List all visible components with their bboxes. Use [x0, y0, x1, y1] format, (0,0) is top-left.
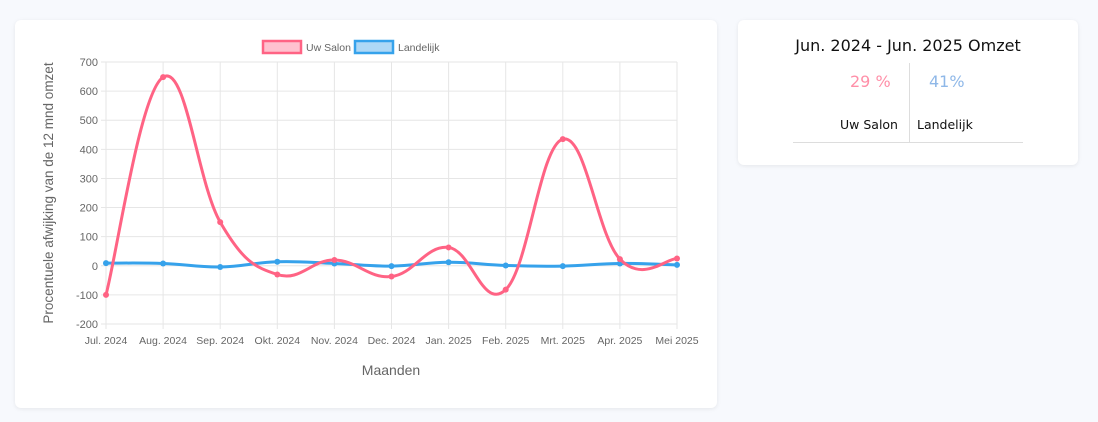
legend-label: Landelijk — [398, 42, 440, 54]
x-tick-label: Okt. 2024 — [255, 335, 301, 347]
summary-title: Jun. 2024 - Jun. 2025 Omzet — [795, 36, 1021, 55]
data-point — [445, 259, 452, 266]
y-tick-label: 300 — [80, 173, 98, 185]
data-point — [103, 260, 109, 267]
line-chart: -200 -100 0 100 200 300 400 500 600 700 Jul. 2024 A… — [41, 39, 699, 378]
x-axis-title: Maanden — [362, 362, 420, 378]
y-tick-label: 200 — [80, 203, 98, 215]
data-point — [559, 136, 566, 143]
x-tick-label: Mrt. 2025 — [541, 335, 586, 347]
national-percentage: 41% — [929, 72, 965, 91]
y-tick-label: -200 — [76, 319, 98, 331]
x-tick-label: Jul. 2024 — [85, 335, 128, 347]
data-point — [103, 291, 109, 298]
y-tick-label: 600 — [80, 86, 98, 98]
salon-percentage: 29 % — [850, 72, 891, 91]
data-point — [160, 260, 167, 267]
x-tick-label: Sep. 2024 — [196, 335, 244, 347]
x-tick-label: Nov. 2024 — [311, 335, 358, 347]
x-tick-label: Mei 2025 — [655, 335, 698, 347]
divider — [793, 142, 1023, 143]
data-point — [217, 263, 224, 270]
data-point — [331, 256, 338, 263]
data-point — [274, 271, 281, 278]
y-tick-label: 400 — [80, 144, 98, 156]
legend-label: Uw Salon — [306, 42, 351, 54]
data-point — [217, 219, 224, 226]
x-tick-label: Dec. 2024 — [368, 335, 416, 347]
data-point — [674, 255, 680, 262]
data-point — [559, 263, 566, 270]
data-point — [388, 273, 395, 280]
y-axis-title: Procentuele afwijking van de 12 mnd omze… — [41, 62, 56, 323]
x-tick-label: Feb. 2025 — [482, 335, 529, 347]
x-tick-label: Apr. 2025 — [597, 335, 642, 347]
national-label: Landelijk — [917, 117, 973, 132]
chart-card: -200 -100 0 100 200 300 400 500 600 700 Jul. 2024 A… — [15, 20, 717, 408]
data-point — [445, 244, 452, 251]
y-tick-label: 700 — [80, 57, 98, 69]
data-point — [674, 261, 680, 268]
salon-label: Uw Salon — [840, 117, 898, 132]
y-tick-label: 500 — [80, 115, 98, 127]
legend-swatch — [353, 39, 395, 55]
x-tick-label: Jan. 2025 — [426, 335, 472, 347]
summary-card: Jun. 2024 - Jun. 2025 Omzet 29 % 41% Uw … — [738, 20, 1078, 165]
data-point — [616, 256, 623, 263]
legend-swatch — [261, 39, 303, 55]
data-point — [160, 74, 167, 81]
divider — [909, 63, 910, 142]
data-point — [502, 286, 509, 293]
x-tick-label: Aug. 2024 — [139, 335, 187, 347]
data-point — [274, 258, 281, 265]
data-point — [388, 263, 395, 270]
y-tick-label: 100 — [80, 232, 98, 244]
data-point — [502, 262, 509, 269]
y-tick-label: -100 — [76, 290, 98, 302]
y-tick-label: 0 — [92, 261, 98, 273]
